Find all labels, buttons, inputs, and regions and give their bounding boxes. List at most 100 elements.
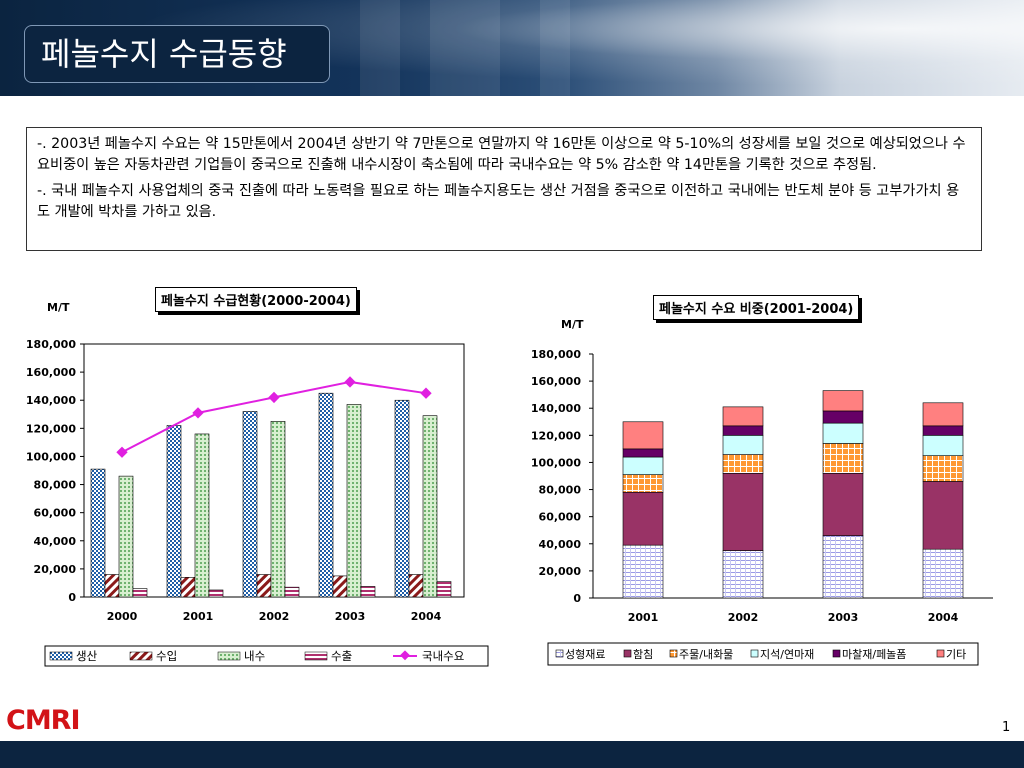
chart1-legend-swatch <box>49 651 73 661</box>
chart2-title: 페놀수지 수요 비중(2001-2004) <box>653 295 860 320</box>
chart1-bar-내수 <box>118 475 134 598</box>
chart2-seg-기타 <box>722 406 764 427</box>
chart2-seg-주물/내화물 <box>822 443 864 474</box>
chart2-seg-성형재료 <box>722 550 764 599</box>
chart1-bar-수출 <box>436 581 452 598</box>
chart1-legend-label: 생산 <box>76 649 98 663</box>
chart2-seg-함침 <box>622 491 664 546</box>
chart2-y-tick-label: 120,000 <box>531 429 581 442</box>
chart1-legend-swatch <box>129 651 153 661</box>
chart2-seg-성형재료 <box>922 548 964 599</box>
chart2-seg-마찰재/페놀폼 <box>722 425 764 436</box>
chart2-legend-label: 마찰재/페놀폼 <box>842 648 906 661</box>
chart1-y-tick-label: 60,000 <box>34 507 77 520</box>
slide-header: 페놀수지 수급동향 <box>0 0 1024 96</box>
chart2-legend-swatch <box>832 649 841 658</box>
chart1-x-label: 2000 <box>107 610 138 623</box>
chart2-seg-함침 <box>922 481 964 550</box>
chart1-bar-수출 <box>208 589 224 598</box>
chart1-bar-수출 <box>360 586 376 598</box>
chart2-legend-label: 성형재료 <box>565 648 605 661</box>
chart1-bar-생산 <box>242 411 258 598</box>
chart2-x-label: 2002 <box>728 611 759 624</box>
header-stripe <box>430 0 500 96</box>
chart2-y-tick-label: 20,000 <box>539 565 582 578</box>
chart1-bar-수입 <box>408 574 424 598</box>
chart2-y-tick-label: 100,000 <box>531 456 581 469</box>
chart2-x-label: 2004 <box>928 611 959 624</box>
header-stripe <box>360 0 400 96</box>
chart2-seg-지석/연마재 <box>822 422 864 444</box>
chart2-seg-지석/연마재 <box>922 435 964 456</box>
cmri-logo: CMRI <box>6 705 81 736</box>
chart1-y-tick-label: 100,000 <box>26 450 76 463</box>
chart2-seg-마찰재/페놀폼 <box>922 425 964 436</box>
chart2-seg-주물/내화물 <box>922 455 964 482</box>
chart2-y-tick-label: 60,000 <box>539 511 582 524</box>
chart1-y-tick-label: 0 <box>68 591 76 604</box>
chart1-legend: 생산 수입 내수 수출 국내수요 <box>44 645 489 667</box>
chart2-legend-label: 기타 <box>946 648 966 661</box>
chart1-line-point <box>420 387 432 399</box>
chart1-y-tick-label: 120,000 <box>26 422 76 435</box>
chart2-y-tick-label: 40,000 <box>539 538 582 551</box>
chart2-legend-swatch <box>750 649 759 658</box>
chart1-legend-swatch <box>217 651 241 661</box>
chart1-legend-label: 수입 <box>156 649 177 663</box>
chart1-y-tick-label: 140,000 <box>26 394 76 407</box>
chart2-x-label: 2003 <box>828 611 859 624</box>
chart2-seg-기타 <box>622 421 664 450</box>
chart1-legend-label: 수출 <box>331 649 352 663</box>
chart1-bar-수입 <box>180 577 196 598</box>
chart2-seg-함침 <box>722 472 764 551</box>
chart2-seg-주물/내화물 <box>722 454 764 474</box>
chart1-bar-내수 <box>194 433 210 598</box>
chart2-legend: 성형재료 함침 주물/내화물 지석/연마재 마찰재/페놀폼 기타 <box>547 642 979 666</box>
chart2-y-tick-label: 0 <box>573 592 581 605</box>
page-number: 1 <box>1002 720 1011 735</box>
chart1-y-tick-label: 40,000 <box>34 535 77 548</box>
chart1-x-label: 2002 <box>259 610 290 623</box>
chart1-y-tick-label: 20,000 <box>34 563 77 576</box>
chart1-legend-label: 내수 <box>244 649 265 663</box>
chart2-legend-label: 지석/연마재 <box>760 648 814 661</box>
chart1-title: 페놀수지 수급현황(2000-2004) <box>155 287 357 312</box>
chart2-unit: M/T <box>561 318 584 331</box>
chart2-demand-share: 0 20,000 40,000 60,000 80,000 100,000 120,000 1… <box>531 348 993 666</box>
chart2-y-tick-label: 180,000 <box>531 348 581 361</box>
chart2-legend-swatch <box>936 649 945 658</box>
chart2-seg-지석/연마재 <box>722 435 764 455</box>
chart1-legend-swatch <box>304 651 328 661</box>
slide-footer-bar <box>0 741 1024 768</box>
chart1-bar-수입 <box>256 574 272 598</box>
chart1-bar-생산 <box>166 425 182 598</box>
chart1-bar-수출 <box>284 586 300 598</box>
chart1-x-label: 2004 <box>411 610 442 623</box>
chart1-bar-내수 <box>270 421 286 598</box>
chart1-legend-label: 국내수요 <box>422 649 464 663</box>
chart1-bar-생산 <box>318 392 334 598</box>
chart1-y-tick-label: 160,000 <box>26 366 76 379</box>
chart1-bar-내수 <box>346 404 362 598</box>
chart2-seg-성형재료 <box>822 535 864 599</box>
chart1-x-label: 2003 <box>335 610 366 623</box>
chart2-x-label: 2001 <box>628 611 659 624</box>
chart2-legend-swatch <box>669 649 678 658</box>
chart2-y-tick-label: 160,000 <box>531 375 581 388</box>
slide-title: 페놀수지 수급동향 <box>41 35 287 73</box>
summary-paragraph-1: -. 2003년 페놀수지 수요는 약 15만톤에서 2004년 상반기 약 7… <box>37 136 966 173</box>
chart1-bar-수출 <box>132 588 148 598</box>
chart1-y-tick-label: 80,000 <box>34 479 77 492</box>
chart1-y-tick-label: 180,000 <box>26 338 76 351</box>
chart2-seg-지석/연마재 <box>622 456 664 475</box>
slide-title-box: 페놀수지 수급동향 <box>24 25 330 83</box>
chart1-bar-생산 <box>90 468 106 598</box>
chart2-seg-마찰재/페놀폼 <box>822 410 864 424</box>
chart2-seg-기타 <box>922 402 964 427</box>
chart2-y-tick-label: 140,000 <box>531 402 581 415</box>
summary-textbox: -. 2003년 페놀수지 수요는 약 15만톤에서 2004년 상반기 약 7… <box>26 127 982 251</box>
chart1-bar-생산 <box>394 399 410 598</box>
chart2-legend-swatch <box>555 649 564 658</box>
chart2-legend-label: 함침 <box>633 648 653 661</box>
chart2-y-tick-label: 80,000 <box>539 484 582 497</box>
